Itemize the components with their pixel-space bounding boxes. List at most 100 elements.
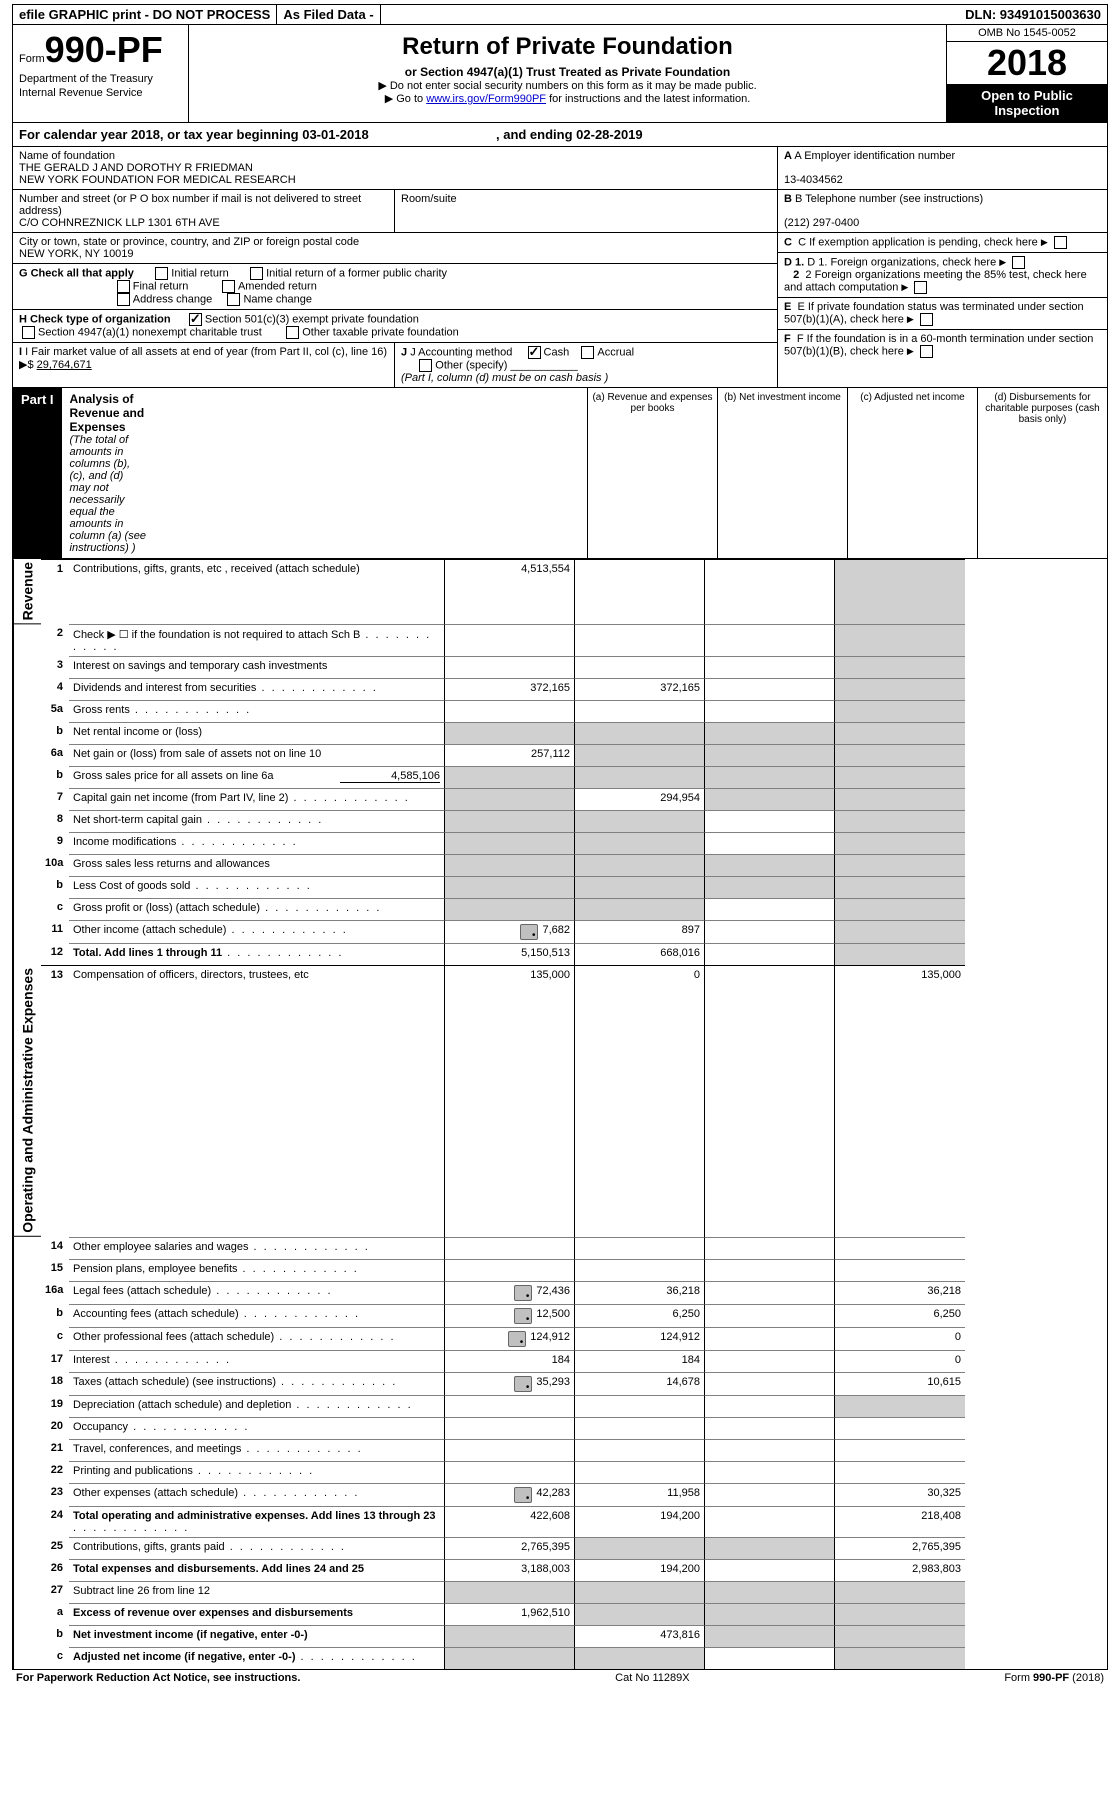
chk-d2[interactable]	[914, 281, 927, 294]
cell-a	[445, 1439, 575, 1461]
chk-final-return[interactable]	[117, 280, 130, 293]
row-10a: 10aGross sales less returns and allowanc…	[13, 854, 1107, 876]
cell-b	[575, 1259, 705, 1281]
cell-d	[835, 678, 965, 700]
line-no: c	[41, 1327, 69, 1350]
chk-initial-former[interactable]	[250, 267, 263, 280]
cell-d	[835, 1461, 965, 1483]
part1-label: Part I	[13, 388, 62, 558]
cell-d: 2,765,395	[835, 1537, 965, 1559]
cell-d	[835, 920, 965, 943]
line-desc: Income modifications	[69, 832, 445, 854]
cell-d: 2,983,803	[835, 1559, 965, 1581]
schedule-icon[interactable]	[514, 1285, 532, 1301]
cell-b	[575, 832, 705, 854]
cell-a	[445, 810, 575, 832]
section-h: H Check type of organization Section 501…	[13, 310, 777, 343]
cell-a	[445, 1647, 575, 1669]
line-no: 22	[41, 1461, 69, 1483]
row-7: 7Capital gain net income (from Part IV, …	[13, 788, 1107, 810]
line-no: 5a	[41, 700, 69, 722]
row-b: bLess Cost of goods sold	[13, 876, 1107, 898]
cell-a: 257,112	[445, 744, 575, 766]
line-no: 12	[41, 943, 69, 965]
year-cell: OMB No 1545-0052 2018 Open to Public Ins…	[947, 25, 1107, 123]
foundation-name-block: Name of foundation THE GERALD J AND DORO…	[13, 147, 777, 190]
line-no: b	[41, 1304, 69, 1327]
form-subtitle: or Section 4947(a)(1) Trust Treated as P…	[195, 65, 940, 79]
row-22: 22Printing and publications	[13, 1461, 1107, 1483]
row-b: bNet investment income (if negative, ent…	[13, 1625, 1107, 1647]
cell-d	[835, 722, 965, 744]
schedule-icon[interactable]	[508, 1331, 526, 1347]
line-desc: Net short-term capital gain	[69, 810, 445, 832]
line-no: 1	[41, 559, 69, 624]
chk-address-change[interactable]	[117, 293, 130, 306]
row-26: 26Total expenses and disbursements. Add …	[13, 1559, 1107, 1581]
schedule-icon[interactable]	[514, 1308, 532, 1324]
schedule-icon[interactable]	[514, 1376, 532, 1392]
cell-b	[575, 700, 705, 722]
cell-d	[835, 1237, 965, 1259]
chk-c[interactable]	[1054, 236, 1067, 249]
cell-a: 5,150,513	[445, 943, 575, 965]
cell-b	[575, 1603, 705, 1625]
cell-d	[835, 876, 965, 898]
cell-a	[445, 624, 575, 656]
col-a-hdr: (a) Revenue and expenses per books	[587, 388, 717, 558]
cell-c	[705, 1237, 835, 1259]
col-d-hdr: (d) Disbursements for charitable purpose…	[977, 388, 1107, 558]
cell-a: 135,000	[445, 965, 575, 1237]
cell-c	[705, 1304, 835, 1327]
top-bar: efile GRAPHIC print - DO NOT PROCESS As …	[12, 4, 1108, 25]
line-desc: Depreciation (attach schedule) and deple…	[69, 1395, 445, 1417]
chk-e[interactable]	[920, 313, 933, 326]
line-no: c	[41, 898, 69, 920]
line-no: b	[41, 722, 69, 744]
cell-b: 124,912	[575, 1327, 705, 1350]
cell-c	[705, 898, 835, 920]
chk-cash[interactable]	[528, 346, 541, 359]
chk-other-taxable[interactable]	[286, 326, 299, 339]
chk-501c3[interactable]	[189, 313, 202, 326]
line-no: 17	[41, 1350, 69, 1372]
line-desc: Total expenses and disbursements. Add li…	[69, 1559, 445, 1581]
cell-b: 194,200	[575, 1506, 705, 1537]
row-c: cAdjusted net income (if negative, enter…	[13, 1647, 1107, 1669]
right-info: A A Employer identification number13-403…	[777, 147, 1107, 387]
row-13: Operating and Administrative Expenses13C…	[13, 965, 1107, 1237]
cell-a: 7,682	[445, 920, 575, 943]
chk-initial-return[interactable]	[155, 267, 168, 280]
row-6a: 6aNet gain or (loss) from sale of assets…	[13, 744, 1107, 766]
cell-c	[705, 1395, 835, 1417]
line-desc: Gross profit or (loss) (attach schedule)	[69, 898, 445, 920]
cell-b: 194,200	[575, 1559, 705, 1581]
row-b: bAccounting fees (attach schedule)12,500…	[13, 1304, 1107, 1327]
chk-other-method[interactable]	[419, 359, 432, 372]
row-8: 8Net short-term capital gain	[13, 810, 1107, 832]
cell-b: 372,165	[575, 678, 705, 700]
chk-accrual[interactable]	[581, 346, 594, 359]
chk-4947[interactable]	[22, 326, 35, 339]
row-4: 4Dividends and interest from securities3…	[13, 678, 1107, 700]
cell-b: 473,816	[575, 1625, 705, 1647]
cell-c	[705, 1581, 835, 1603]
line-desc: Other professional fees (attach schedule…	[69, 1327, 445, 1350]
line-desc: Other income (attach schedule)	[69, 920, 445, 943]
cell-c	[705, 1483, 835, 1506]
chk-amended[interactable]	[222, 280, 235, 293]
cell-c	[705, 624, 835, 656]
line-no: 13	[41, 965, 69, 1237]
chk-d1[interactable]	[1012, 256, 1025, 269]
line-desc: Other expenses (attach schedule)	[69, 1483, 445, 1506]
cell-c	[705, 656, 835, 678]
irs-link[interactable]: www.irs.gov/Form990PF	[426, 93, 546, 105]
schedule-icon[interactable]	[514, 1487, 532, 1503]
chk-f[interactable]	[920, 345, 933, 358]
schedule-icon[interactable]	[520, 924, 538, 940]
title-cell: Return of Private Foundation or Section …	[188, 25, 947, 123]
cell-c	[705, 1625, 835, 1647]
cell-b: 11,958	[575, 1483, 705, 1506]
cell-b: 294,954	[575, 788, 705, 810]
chk-name-change[interactable]	[227, 293, 240, 306]
